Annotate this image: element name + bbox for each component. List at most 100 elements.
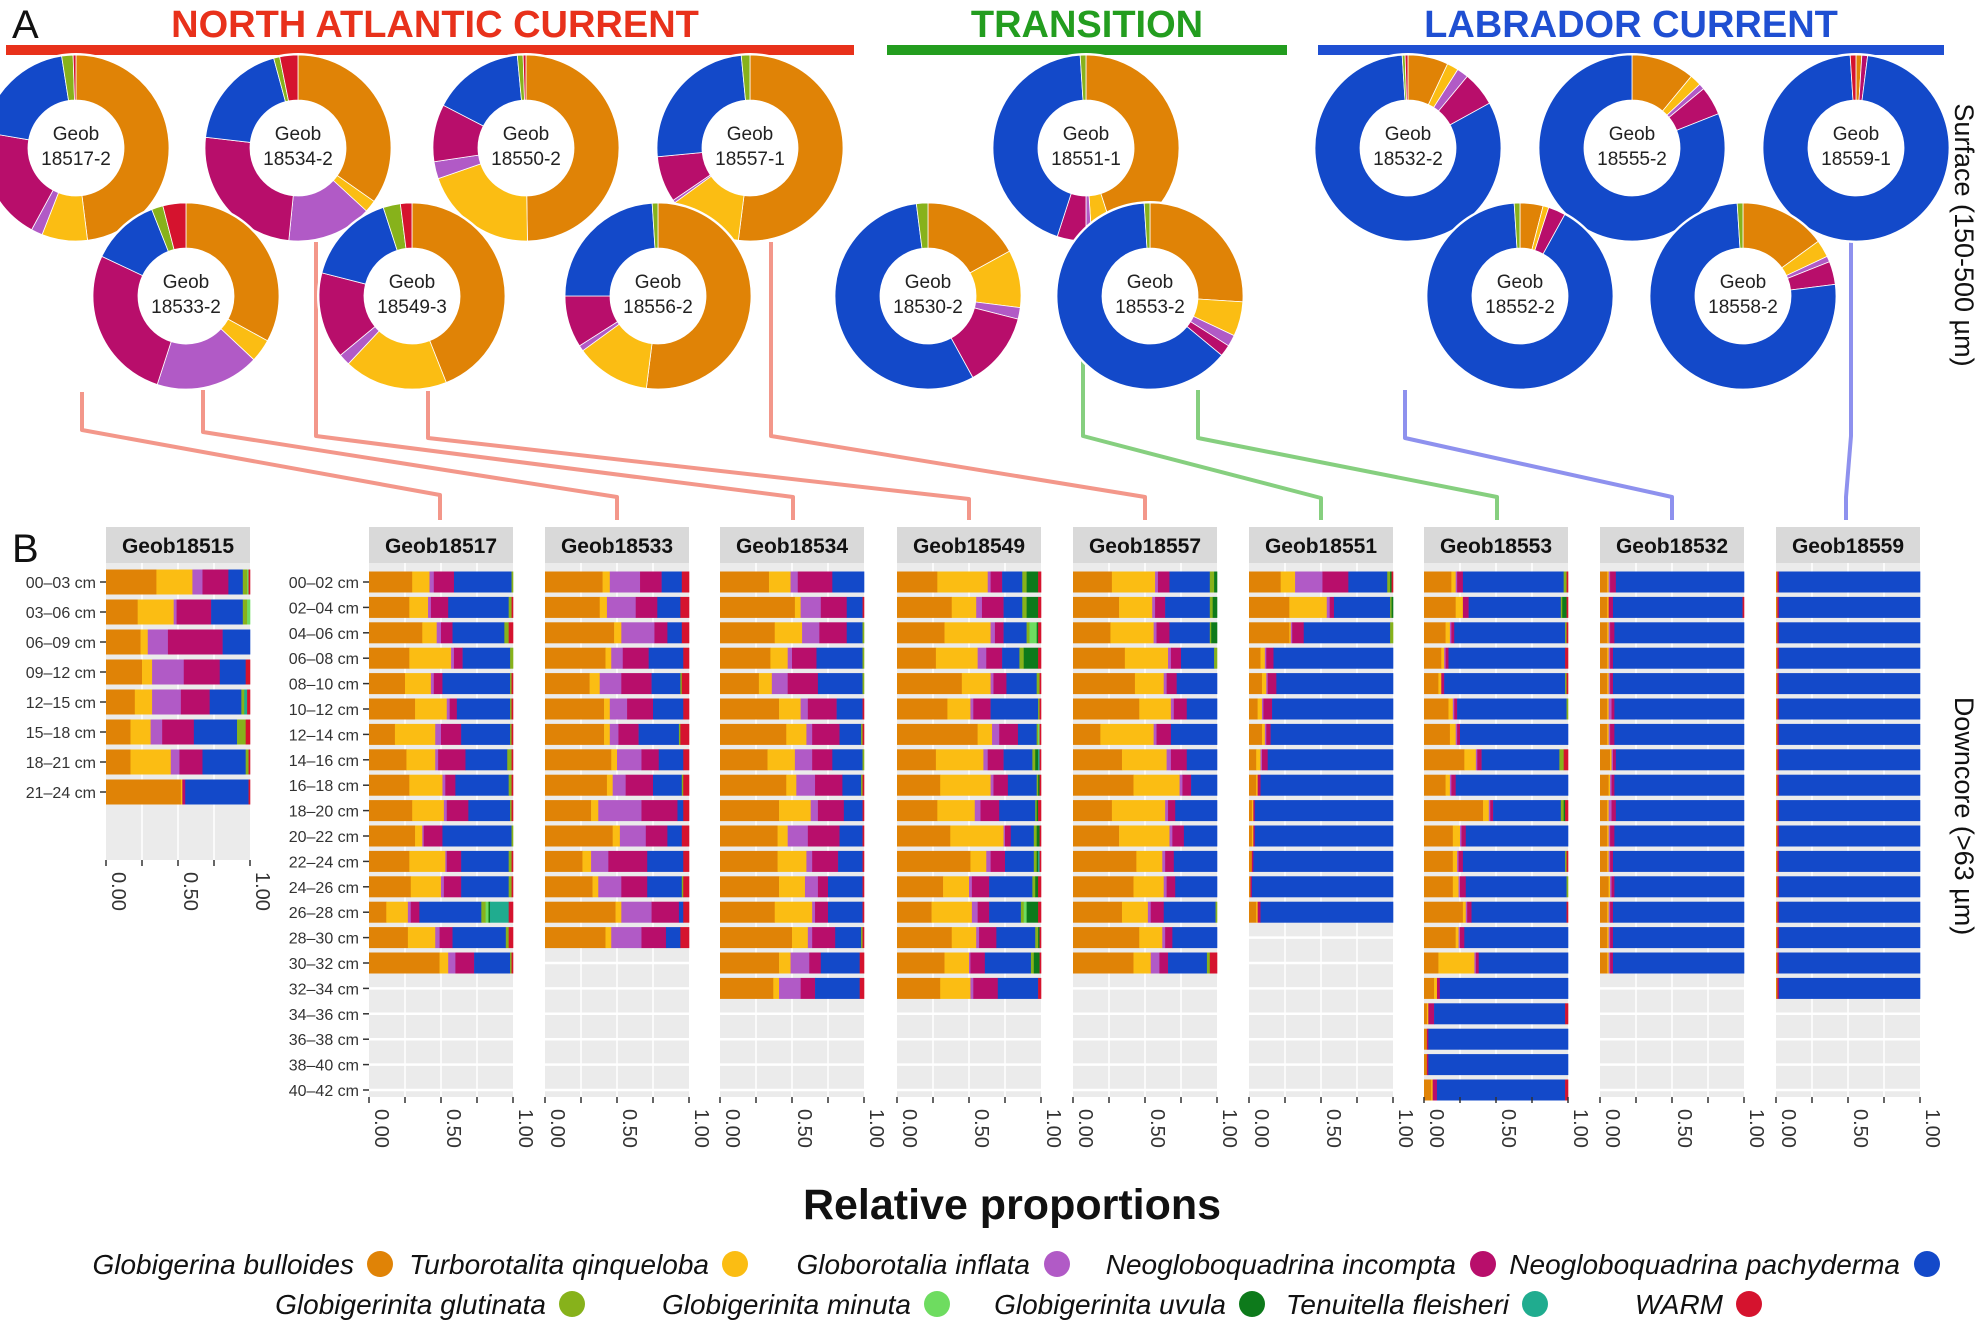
bar-segment: [815, 774, 843, 796]
bar-segment: [986, 850, 991, 872]
bar-segment: [1777, 774, 1780, 796]
bar-segment: [1565, 673, 1567, 695]
bar-segment: [140, 629, 149, 655]
bar-segment: [1776, 800, 1778, 822]
bar-segment: [1608, 825, 1611, 847]
bar-segment: [1778, 825, 1921, 847]
legend-swatch: [1044, 1251, 1070, 1277]
bar-segment: [1139, 927, 1163, 949]
panel-title: Geob18533: [561, 535, 673, 558]
bar-segment: [681, 825, 690, 847]
bar-segment: [1036, 825, 1040, 847]
bar-segment: [455, 952, 475, 974]
bar-segment: [1038, 698, 1040, 720]
bar-segment: [1438, 952, 1475, 974]
donut-chart: Geob 18556-2: [563, 201, 753, 391]
bar-segment: [774, 901, 813, 923]
bar-segment: [981, 596, 1004, 618]
bar-segment: [931, 901, 973, 923]
bar-row: [1424, 825, 1569, 847]
bar-segment: [1778, 952, 1921, 974]
bar-segment: [1172, 927, 1218, 949]
bar-segment: [439, 952, 449, 974]
depth-label: 12–15 cm: [26, 695, 96, 712]
bar-segment: [1434, 977, 1438, 999]
bar-segment: [1481, 749, 1560, 771]
donut-slice: [737, 54, 844, 242]
bar-segment: [1424, 1079, 1432, 1101]
bar-segment: [1776, 876, 1778, 898]
bar-segment: [1039, 927, 1042, 949]
bar-segment: [1566, 673, 1569, 695]
bar-segment: [1777, 977, 1780, 999]
bar-segment: [461, 723, 511, 745]
bar-segment: [394, 723, 436, 745]
bar-row: [1600, 952, 1745, 974]
bar-segment: [1777, 647, 1780, 669]
bar-segment: [461, 876, 509, 898]
legend-item: Neogloboquadrina incompta: [1106, 1249, 1496, 1280]
bar-segment: [1610, 876, 1612, 898]
bar-segment: [1133, 876, 1165, 898]
bar-segment: [1777, 571, 1780, 593]
bar-segment: [545, 749, 612, 771]
bar-segment: [1493, 800, 1562, 822]
bar-segment: [247, 689, 251, 715]
bar-row: [1424, 901, 1569, 923]
bar-segment: [598, 876, 622, 898]
bar-segment: [897, 749, 937, 771]
bar-segment: [505, 927, 509, 949]
donut-slice: [185, 202, 280, 342]
bar-segment: [606, 774, 613, 796]
donut-slice: [0, 134, 54, 231]
bar-segment: [846, 596, 863, 618]
bar-row: [1424, 927, 1569, 949]
bar-segment: [1249, 673, 1263, 695]
bar-segment: [1563, 800, 1566, 822]
bar-segment: [1249, 901, 1257, 923]
bar-segment: [1157, 571, 1170, 593]
legend-label: Neogloboquadrina pachyderma: [1509, 1249, 1900, 1280]
bar-segment: [1475, 952, 1480, 974]
bar-segment: [617, 749, 642, 771]
bar-segment: [1424, 647, 1442, 669]
panel-strip: [1424, 527, 1568, 563]
donut-label: 18556-2: [623, 297, 693, 318]
donut-slice: [1143, 202, 1151, 249]
bar-segment: [681, 571, 690, 593]
bar-segment: [446, 800, 469, 822]
bar-segment: [608, 850, 648, 872]
bar-segment: [779, 698, 801, 720]
bar-segment: [1608, 647, 1611, 669]
bar-segment: [1264, 723, 1267, 745]
donut-label: Geob: [503, 124, 549, 145]
x-tick-label: 0.50: [793, 1109, 815, 1148]
bar-segment: [1441, 673, 1445, 695]
bar-segment: [1424, 1054, 1428, 1076]
bar-segment: [209, 689, 242, 715]
panel-strip: [545, 527, 689, 563]
x-tick-label: 0.00: [898, 1109, 920, 1148]
bar-row: [1776, 774, 1921, 796]
bar-segment: [1600, 850, 1608, 872]
bar-segment: [192, 569, 203, 595]
depth-label: 26–28 cm: [289, 905, 359, 922]
depth-label: 06–09 cm: [26, 635, 96, 652]
bar-segment: [1458, 876, 1461, 898]
bar-segment: [1608, 850, 1611, 872]
bar-segment: [1600, 901, 1608, 923]
bar-segment: [1457, 850, 1459, 872]
bar-row: [897, 901, 1042, 923]
legend-item: Neogloboquadrina pachyderma: [1509, 1249, 1940, 1280]
donut-chart: Geob 18532-2: [1313, 53, 1503, 243]
legend-label: WARM: [1635, 1289, 1724, 1320]
bar-segment: [1424, 977, 1435, 999]
bar-segment: [485, 901, 489, 923]
bar-segment: [508, 876, 512, 898]
donut-label: 18549-3: [377, 297, 447, 318]
bar-segment: [1121, 749, 1167, 771]
bar-row: [369, 800, 514, 822]
bar-segment: [1612, 850, 1745, 872]
bar-segment: [820, 596, 848, 618]
bar-segment: [862, 723, 865, 745]
